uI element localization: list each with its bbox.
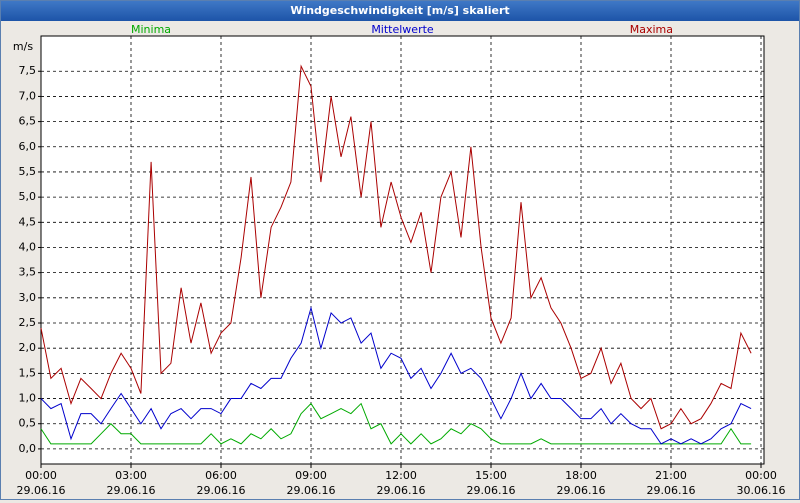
- x-tick-label: 18:00: [565, 469, 597, 482]
- x-tick-label: 15:00: [475, 469, 507, 482]
- legend-entry: Mittelwerte: [371, 23, 434, 36]
- plot-area: [40, 35, 765, 465]
- series-line: [40, 305, 752, 445]
- x-tick-label: 21:00: [655, 469, 687, 482]
- x-tick-date: 29.06.16: [17, 484, 66, 497]
- y-tick-label: 6,5: [19, 115, 37, 128]
- x-tick-date: 29.06.16: [377, 484, 426, 497]
- x-tick-date: 30.06.16: [737, 484, 786, 497]
- y-tick-label: 0,0: [19, 442, 37, 455]
- y-tick-label: 4,0: [19, 240, 37, 253]
- x-tick-date: 29.06.16: [467, 484, 516, 497]
- y-axis-label: m/s: [13, 40, 33, 53]
- y-tick-label: 4,5: [19, 215, 37, 228]
- legend-entry: Maxima: [630, 23, 673, 36]
- x-tick-date: 29.06.16: [647, 484, 696, 497]
- y-tick-label: 2,0: [19, 341, 37, 354]
- y-tick-label: 3,0: [19, 291, 37, 304]
- legend-entry: Minima: [131, 23, 171, 36]
- y-tick-label: 5,5: [19, 165, 37, 178]
- series-line: [40, 64, 752, 430]
- y-tick-label: 5,0: [19, 190, 37, 203]
- x-tick-label: 03:00: [115, 469, 147, 482]
- y-tick-label: 7,5: [19, 64, 37, 77]
- x-tick-label: 06:00: [205, 469, 237, 482]
- series-line: [40, 402, 752, 445]
- y-tick-label: 3,5: [19, 266, 37, 279]
- x-tick-date: 29.06.16: [287, 484, 336, 497]
- y-tick-label: 2,5: [19, 316, 37, 329]
- chart: m/s 0,0 0,5 1,0 1,5 2,0 2,5 3,0 3,5 4,0 4,5 5,0 5,5…: [13, 23, 786, 497]
- x-tick-label: 00:00: [25, 469, 57, 482]
- y-tick-label: 7,0: [19, 89, 37, 102]
- y-tick-label: 1,5: [19, 366, 37, 379]
- y-tick-label: 1,0: [19, 392, 37, 405]
- y-tick-label: 0,5: [19, 417, 37, 430]
- title-bar: Windgeschwindigkeit [m/s] skaliert: [1, 1, 799, 21]
- x-tick-label: 12:00: [385, 469, 417, 482]
- x-tick-date: 29.06.16: [197, 484, 246, 497]
- x-tick-date: 29.06.16: [107, 484, 156, 497]
- x-tick-label: 00:00: [745, 469, 777, 482]
- x-tick-label: 09:00: [295, 469, 327, 482]
- y-tick-label: 6,0: [19, 140, 37, 153]
- x-tick-date: 29.06.16: [557, 484, 606, 497]
